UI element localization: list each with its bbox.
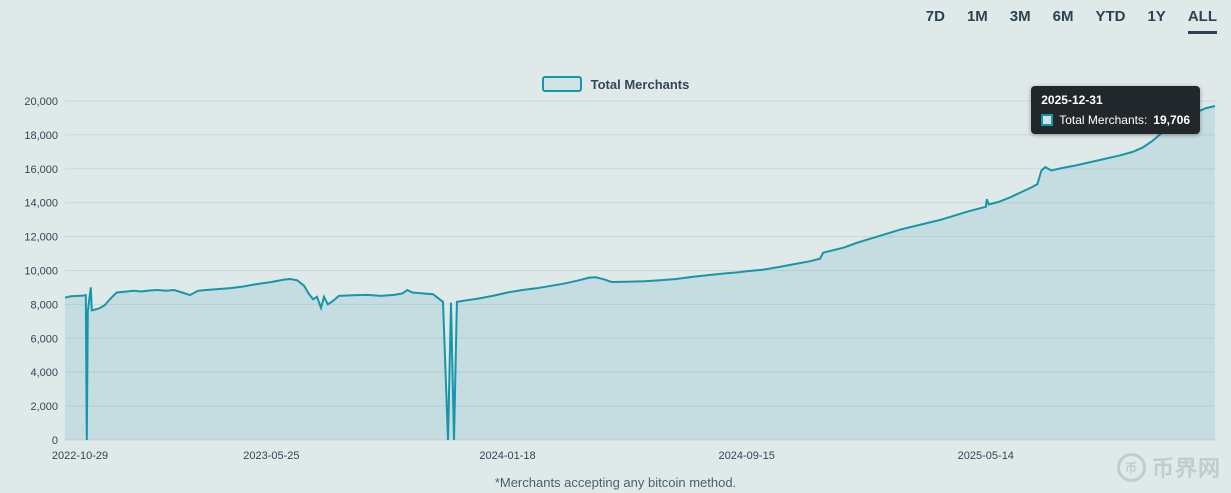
- range-button-1m[interactable]: 1M: [966, 8, 988, 25]
- tooltip-series-swatch-icon: [1041, 114, 1054, 126]
- svg-text:8,000: 8,000: [30, 299, 58, 311]
- range-button-6m[interactable]: 6M: [1052, 8, 1074, 25]
- range-button-7d[interactable]: 7D: [925, 8, 945, 25]
- y-grid-and-labels: 0 2,000 4,000 6,000 8,000 10,000 12,000 14,000 1…: [24, 96, 1215, 447]
- svg-text:10,000: 10,000: [24, 266, 58, 278]
- x-axis-labels: 2022-10-29 2023-05-25 2024-01-18 2024-09-15…: [52, 450, 1014, 462]
- tooltip-series-row: Total Merchants: 19,706: [1041, 113, 1190, 127]
- site-watermark: 币 币界网: [1116, 451, 1221, 483]
- svg-text:2022-10-29: 2022-10-29: [52, 450, 108, 462]
- chart-legend[interactable]: Total Merchants: [0, 76, 1231, 92]
- series-line[interactable]: [64, 105, 1216, 441]
- svg-text:2024-09-15: 2024-09-15: [719, 450, 775, 462]
- watermark-text: 币界网: [1151, 456, 1221, 481]
- coin-logo-icon: 币: [1116, 452, 1146, 482]
- tooltip-date: 2025-12-31: [1041, 93, 1103, 107]
- chart-tooltip: 2025-12-31 Total Merchants: 19,706: [1031, 86, 1200, 134]
- svg-text:2024-01-18: 2024-01-18: [479, 450, 535, 462]
- range-button-3m[interactable]: 3M: [1009, 8, 1031, 25]
- svg-text:12,000: 12,000: [24, 232, 58, 244]
- chart-footnote: *Merchants accepting any bitcoin method.: [494, 475, 737, 490]
- range-selector: 7D 1M 3M 6M YTD 1Y ALL: [926, 8, 1217, 34]
- svg-text:2,000: 2,000: [30, 401, 58, 413]
- legend-series-swatch: [541, 76, 582, 92]
- svg-text:14,000: 14,000: [24, 198, 58, 210]
- svg-text:2023-05-25: 2023-05-25: [243, 450, 299, 462]
- tooltip-series-text: Total Merchants:: [1059, 113, 1148, 127]
- svg-text:20,000: 20,000: [24, 96, 58, 108]
- range-button-1y[interactable]: 1Y: [1147, 8, 1166, 25]
- svg-text:6,000: 6,000: [30, 333, 58, 345]
- svg-text:16,000: 16,000: [24, 164, 58, 176]
- range-button-all[interactable]: ALL: [1187, 8, 1217, 34]
- svg-text:2025-05-14: 2025-05-14: [958, 450, 1014, 462]
- legend-series-label: Total Merchants: [590, 76, 690, 92]
- svg-text:0: 0: [52, 435, 58, 447]
- svg-text:18,000: 18,000: [24, 130, 58, 142]
- range-button-ytd[interactable]: YTD: [1095, 8, 1126, 25]
- series-area: [65, 106, 1215, 440]
- tooltip-series-value: 19,706: [1153, 113, 1190, 127]
- svg-text:4,000: 4,000: [30, 367, 58, 379]
